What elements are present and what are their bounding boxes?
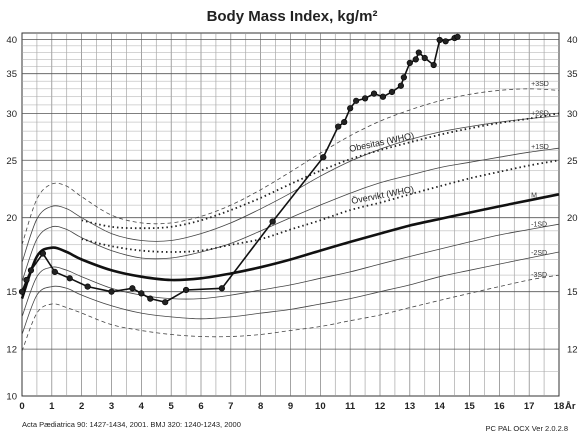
tick-labels: 0 1 2 3 4 5 6 7 8 9 10 11 12 13 14 15 16 17 18 År1012152025… [6, 35, 577, 412]
x-tick-label: 10 [315, 401, 326, 412]
data-point [18, 288, 26, 295]
x-axis-unit: År [565, 401, 576, 412]
data-point [182, 286, 190, 294]
x-tick-label: 3 [109, 401, 114, 412]
data-point [84, 283, 91, 290]
data-point [370, 90, 378, 97]
x-tick-label: 16 [494, 401, 505, 412]
data-point [27, 267, 35, 274]
x-tick-label: 15 [464, 401, 475, 412]
x-tick-label: 0 [19, 401, 24, 412]
data-point [397, 82, 404, 89]
reference-curve-vervikt-who [81, 159, 560, 253]
y-tick-label-right: 40 [567, 35, 578, 46]
y-tick-label-left: 40 [6, 35, 17, 46]
data-point [421, 54, 428, 62]
reference-curve-m [20, 193, 560, 300]
data-point [353, 97, 360, 104]
x-tick-label: 12 [375, 401, 386, 412]
reference-curve-2sd [21, 251, 560, 335]
data-point [269, 218, 276, 225]
reference-curve-3sd [21, 274, 560, 352]
x-tick-label: 6 [198, 401, 203, 412]
reference-curve-plus2sd [21, 115, 560, 263]
annotation-obesitas: Obesitas (WHO) [348, 130, 415, 154]
data-point [218, 285, 225, 292]
x-tick-label: 5 [169, 401, 175, 412]
x-tick-label: 11 [345, 401, 356, 412]
y-tick-label-right: 15 [567, 287, 578, 298]
x-tick-label: 7 [228, 401, 233, 412]
data-point [388, 88, 396, 96]
y-tick-label-left: 30 [6, 109, 17, 120]
data-point [129, 285, 136, 292]
y-tick-label-right: 25 [567, 156, 578, 167]
footer-version: PC PAL OCX Ver 2.0.2.8 [485, 424, 568, 433]
data-point [66, 275, 73, 282]
data-point [320, 154, 327, 161]
x-tick-label: 4 [139, 401, 145, 412]
x-tick-label: 17 [524, 401, 535, 412]
y-tick-label-right: 20 [567, 213, 578, 224]
data-point [335, 123, 342, 130]
x-tick-label: 8 [258, 401, 263, 412]
y-tick-label-right: 30 [567, 109, 578, 120]
reference-curve-plus1sd [21, 147, 560, 282]
data-point [430, 61, 437, 69]
data-point [347, 105, 354, 112]
x-tick-label: 13 [405, 401, 416, 412]
y-tick-label-left: 15 [6, 287, 17, 298]
curve-label: -1SD [531, 222, 547, 229]
data-point [379, 93, 387, 100]
x-tick-label: 2 [79, 401, 84, 412]
data-point [341, 118, 348, 126]
data-point [147, 295, 154, 302]
y-tick-label-right: 12 [567, 345, 578, 356]
x-tick-label: 18 [554, 401, 565, 412]
curve-label: +3SD [531, 81, 549, 88]
x-tick-label: 14 [434, 401, 445, 412]
y-tick-label-left: 10 [6, 392, 17, 403]
reference-curve-plus3sd [21, 88, 560, 245]
data-point [436, 36, 443, 44]
curve-label: +2SD [531, 111, 549, 118]
footer-citation: Acta Pædiatrica 90: 1427-1434, 2001. BMJ… [22, 420, 241, 429]
reference-curves: +3SD +2SD +1SD M -1SD -2SD -3SD [20, 81, 560, 352]
y-tick-label-left: 12 [6, 345, 17, 356]
reference-curve-obesitas-who [81, 112, 560, 230]
data-point [412, 56, 419, 63]
chart-title: Body Mass Index, kg/m² [207, 8, 378, 25]
x-tick-label: 1 [49, 401, 55, 412]
data-point [415, 49, 422, 56]
data-point [361, 95, 369, 102]
data-point [138, 290, 145, 297]
data-point [39, 250, 46, 257]
data-point [23, 276, 30, 284]
y-tick-label-left: 25 [6, 156, 17, 167]
reference-curve-1sd [21, 223, 560, 318]
data-point [400, 74, 407, 81]
data-point [51, 268, 58, 275]
annotation-overvikt: Övervikt (WHO) [350, 184, 414, 206]
y-tick-label-left: 20 [6, 213, 17, 224]
data-point [454, 33, 461, 40]
data-series [18, 33, 461, 306]
curve-label: -3SD [531, 272, 547, 279]
data-point [442, 38, 449, 45]
data-point [162, 299, 169, 306]
curve-label: M [531, 192, 537, 199]
x-tick-label: 9 [288, 401, 293, 412]
curve-label: +1SD [531, 144, 549, 151]
y-tick-label-left: 35 [6, 69, 17, 80]
grid [21, 32, 560, 397]
y-tick-label-right: 35 [567, 69, 578, 80]
data-point [108, 288, 115, 295]
curve-label: -2SD [531, 250, 547, 257]
data-point [406, 59, 413, 67]
